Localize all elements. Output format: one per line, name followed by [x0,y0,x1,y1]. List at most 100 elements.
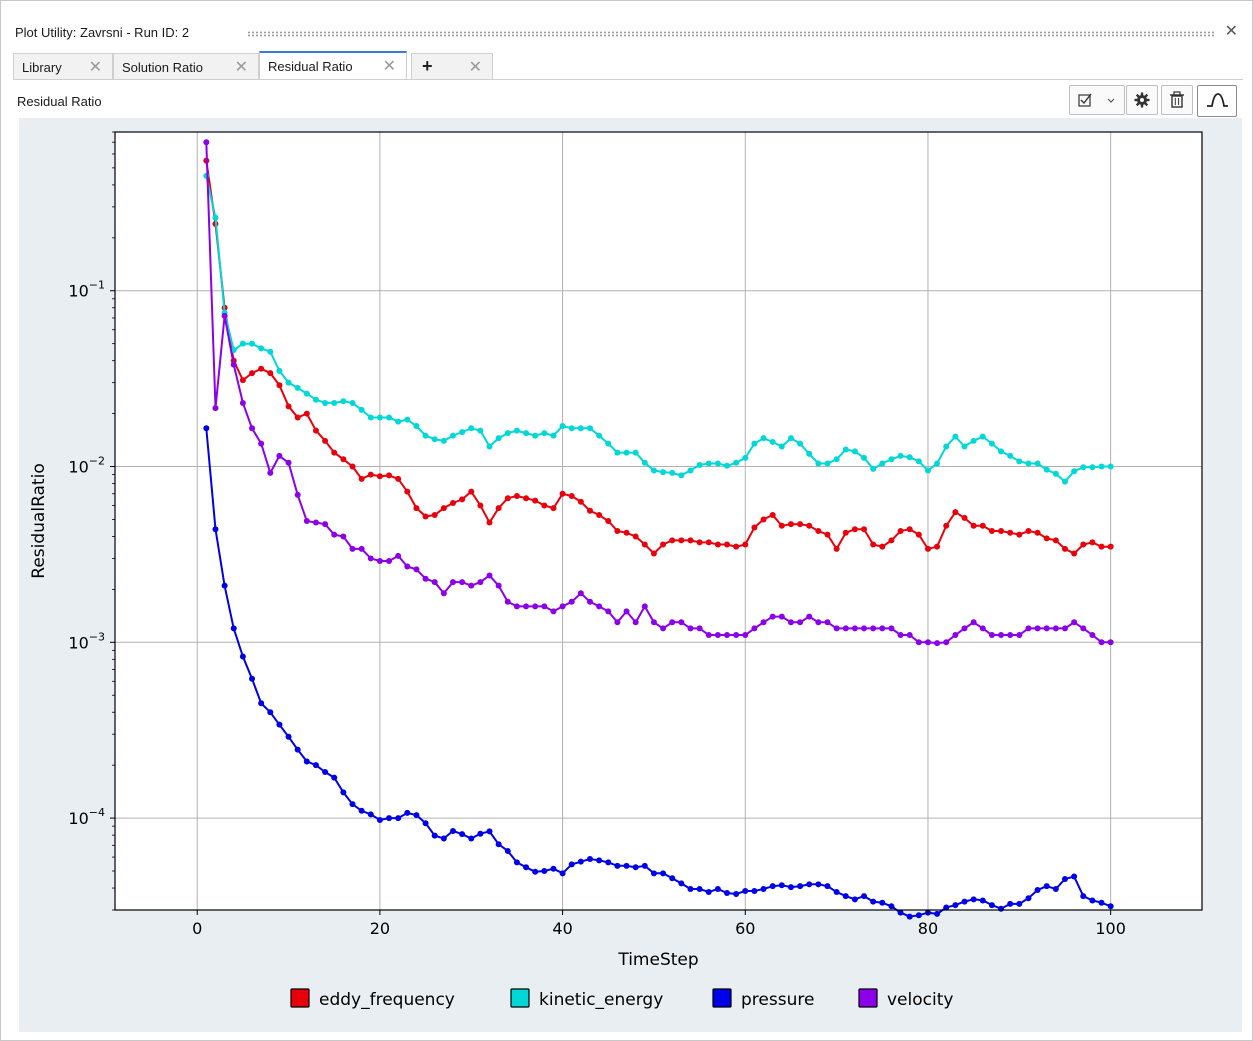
data-point [239,340,246,347]
data-point [687,625,694,632]
data-point [915,458,922,465]
plus-icon[interactable]: + [422,56,433,76]
grid-lines [115,132,1202,910]
data-point [532,868,539,875]
title-bar[interactable]: Plot Utility: Zavrsni - Run ID: 2 ✕ [1,19,1253,41]
data-point [523,495,530,502]
data-point [376,817,383,824]
close-icon[interactable]: ✕ [88,59,102,76]
data-point [760,619,767,626]
data-point [477,830,484,837]
series-eddy-frequency [203,157,1114,557]
data-point [541,430,548,437]
data-point [486,443,493,450]
data-point [650,619,657,626]
data-point [760,885,767,892]
data-point [449,827,456,834]
data-point [276,382,283,389]
data-point [806,881,813,888]
data-point [705,888,712,895]
data-point [998,527,1005,534]
select-dropdown-button[interactable] [1069,85,1125,115]
data-point [459,429,466,436]
data-point [824,531,831,538]
data-point [1098,543,1105,550]
data-point [596,603,603,610]
data-point [267,469,274,476]
data-point [924,545,931,552]
data-point [870,625,877,632]
close-icon[interactable]: ✕ [234,59,248,76]
data-point [486,572,493,579]
data-point [376,414,383,421]
x-tick-label: 100 [1095,919,1126,938]
x-tick-label: 80 [918,919,938,938]
data-point [413,423,420,430]
data-point [1071,873,1078,880]
data-point [769,438,776,445]
plot-frame [114,131,1203,911]
data-point [486,828,493,835]
data-point [431,436,438,443]
data-point [312,519,319,526]
data-point [358,807,365,814]
data-point [322,399,329,406]
data-point [230,361,237,368]
data-point [614,862,621,869]
data-point [1016,900,1023,907]
data-point [623,608,630,615]
data-point [340,789,347,796]
data-point [851,625,858,632]
data-point [294,746,301,753]
settings-button[interactable] [1126,85,1158,115]
data-point [1071,550,1078,557]
tab-add[interactable]: + ✕ [411,53,493,79]
data-point [477,579,484,586]
data-point [312,762,319,769]
drag-handle[interactable] [247,31,1214,37]
residual-ratio-chart: 0 20 40 60 80 100 10−1 10−2 10−3 10−4 TimeStep R… [29,131,1203,1010]
tab-library[interactable]: Library ✕ [13,53,113,79]
x-tick-label: 0 [192,919,202,938]
data-point [605,517,612,524]
data-point [349,399,356,406]
data-point [787,521,794,528]
data-point [376,473,383,480]
data-point [660,541,667,548]
plot-mode-button[interactable] [1197,85,1237,117]
data-point [367,811,374,818]
x-axis: 0 20 40 60 80 100 [192,910,1126,938]
close-icon[interactable]: ✕ [1224,23,1238,40]
data-point [495,841,502,848]
data-point [897,452,904,459]
data-point [577,590,584,597]
data-point [879,625,886,632]
data-point [778,882,785,889]
data-point [650,550,657,557]
data-point [1025,625,1032,632]
data-point [568,861,575,868]
series-kinetic-energy [203,172,1114,485]
data-point [1098,639,1105,646]
data-point [413,505,420,512]
close-icon[interactable]: ✕ [382,58,396,75]
data-point [696,462,703,469]
data-point [806,450,813,457]
tab-solution-ratio[interactable]: Solution Ratio ✕ [113,53,259,79]
data-point [258,345,265,352]
close-icon[interactable]: ✕ [468,59,482,76]
delete-button[interactable] [1161,85,1193,115]
series-line [205,142,1111,645]
data-point [833,456,840,463]
data-point [404,563,411,570]
legend-swatch [510,988,530,1008]
data-point [724,889,731,896]
tab-residual-ratio[interactable]: Residual Ratio ✕ [259,51,407,79]
data-point [367,471,374,478]
tab-label: Residual Ratio [268,59,353,74]
series-line [205,175,1111,484]
data-point [669,619,676,626]
data-point [687,885,694,892]
data-point [285,459,292,466]
data-point [541,603,548,610]
